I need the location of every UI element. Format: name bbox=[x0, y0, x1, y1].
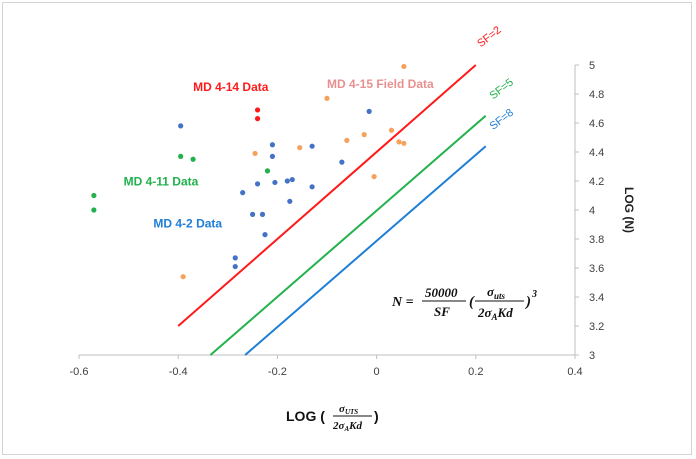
sf-line-sf-2 bbox=[177, 64, 477, 327]
point-md-4-2-data bbox=[284, 178, 290, 184]
equation-inner-num: σuts bbox=[487, 284, 506, 301]
point-md-4-15-field-data bbox=[388, 127, 395, 133]
series-label-md-4-2-data: MD 4-2 Data bbox=[153, 216, 222, 230]
y-tick-label: 3.4 bbox=[589, 292, 604, 304]
x-tick-label: 0.4 bbox=[567, 366, 582, 378]
point-md-4-11-data bbox=[264, 168, 271, 174]
equation-open-paren: ( bbox=[469, 294, 475, 310]
sf-lines bbox=[177, 64, 487, 356]
y-tick-label: 4.8 bbox=[589, 89, 604, 101]
point-md-4-15-field-data bbox=[180, 274, 186, 280]
x-tick-label: -0.2 bbox=[268, 366, 287, 378]
point-md-4-2-data bbox=[259, 211, 266, 217]
point-md-4-15-field-data bbox=[324, 95, 330, 101]
y-tick-label: 3.6 bbox=[589, 263, 604, 275]
point-md-4-11-data bbox=[91, 207, 97, 213]
point-md-4-2-data bbox=[289, 176, 295, 183]
y-tick-label: 4.2 bbox=[589, 176, 604, 188]
point-md-4-2-data bbox=[254, 181, 261, 187]
point-md-4-15-field-data bbox=[401, 140, 407, 146]
equation-inner-den: 2σAKd bbox=[477, 305, 513, 322]
point-md-4-14-data bbox=[254, 116, 261, 122]
equation-close-paren: ) bbox=[524, 294, 531, 310]
axes: -0.6 -0.4 -0.2 0 0.2 0.4 3 3.2 3.4 3.6 3.8 4 4.2 4.4 4… bbox=[70, 60, 605, 378]
y-axis-label: LOG (N) bbox=[622, 187, 636, 233]
point-md-4-2-data bbox=[272, 179, 278, 186]
series-label-md-4-11-data: MD 4-11 Data bbox=[124, 174, 199, 188]
point-md-4-2-data bbox=[287, 198, 293, 204]
point-md-4-2-data bbox=[250, 211, 256, 217]
equation-power: 3 bbox=[531, 289, 537, 300]
equation-denominator: SF bbox=[434, 304, 450, 319]
x-axis-label-suffix: ) bbox=[374, 408, 379, 424]
point-md-4-15-field-data bbox=[361, 132, 367, 138]
point-md-4-2-data bbox=[262, 232, 268, 238]
x-tick-label: 0.2 bbox=[468, 366, 483, 378]
y-tick-label: 4.4 bbox=[589, 147, 604, 159]
point-md-4-2-data bbox=[240, 190, 246, 196]
y-tick-label: 3.8 bbox=[589, 234, 604, 246]
sf-label-sf-5: SF=5 bbox=[488, 76, 516, 102]
point-md-4-15-field-data bbox=[371, 174, 377, 180]
point-md-4-15-field-data bbox=[344, 137, 350, 143]
y-tick-label: 4.6 bbox=[589, 118, 604, 130]
point-md-4-11-data bbox=[91, 192, 97, 199]
point-md-4-2-data bbox=[309, 143, 315, 149]
point-md-4-11-data bbox=[178, 153, 184, 159]
y-tick-label: 3 bbox=[589, 350, 595, 362]
series-label-md-4-14-data: MD 4-14 Data bbox=[193, 80, 269, 94]
x-tick-label: -0.6 bbox=[70, 366, 89, 378]
x-axis-label-denominator: 2σAKd bbox=[332, 420, 362, 433]
point-md-4-14-data bbox=[254, 107, 261, 113]
sf-line-sf-8 bbox=[244, 145, 487, 356]
x-tick-label: 0 bbox=[374, 366, 380, 378]
series-label-md-4-15-field-data: MD 4-15 Field Data bbox=[327, 77, 434, 91]
point-md-4-2-data bbox=[178, 123, 184, 129]
x-axis-label: LOG ( σUTS 2σAKd ) bbox=[286, 403, 379, 433]
sf-line-sf-5 bbox=[209, 114, 487, 356]
equation-numerator: 50000 bbox=[425, 285, 458, 300]
point-md-4-2-data bbox=[269, 142, 276, 148]
equation-lhs: N = bbox=[391, 295, 414, 310]
point-md-4-15-field-data bbox=[396, 139, 402, 145]
point-md-4-15-field-data bbox=[252, 150, 258, 157]
y-tick-label: 3.2 bbox=[589, 321, 604, 333]
point-md-4-2-data bbox=[232, 255, 238, 261]
point-md-4-2-data bbox=[339, 159, 345, 165]
equation: N = 50000 SF ( σuts 2σAKd ) 3 bbox=[391, 284, 537, 322]
point-md-4-11-data bbox=[190, 156, 196, 162]
y-tick-label: 5 bbox=[589, 60, 595, 72]
sf-label-sf-2: SF=2 bbox=[475, 24, 503, 50]
x-axis-label-numerator: σUTS bbox=[339, 403, 358, 416]
sf-label-sf-8: SF=8 bbox=[488, 107, 516, 133]
point-md-4-15-field-data bbox=[401, 63, 407, 70]
point-md-4-2-data bbox=[366, 108, 372, 114]
point-md-4-15-field-data bbox=[297, 145, 303, 151]
point-md-4-2-data bbox=[232, 263, 238, 270]
x-axis-label-prefix: LOG ( bbox=[286, 408, 325, 424]
point-md-4-2-data bbox=[309, 184, 315, 190]
chart-frame bbox=[2, 2, 692, 455]
data-points bbox=[91, 63, 407, 280]
point-md-4-2-data bbox=[269, 153, 276, 159]
y-tick-label: 4 bbox=[589, 205, 595, 217]
x-tick-label: -0.4 bbox=[169, 366, 188, 378]
